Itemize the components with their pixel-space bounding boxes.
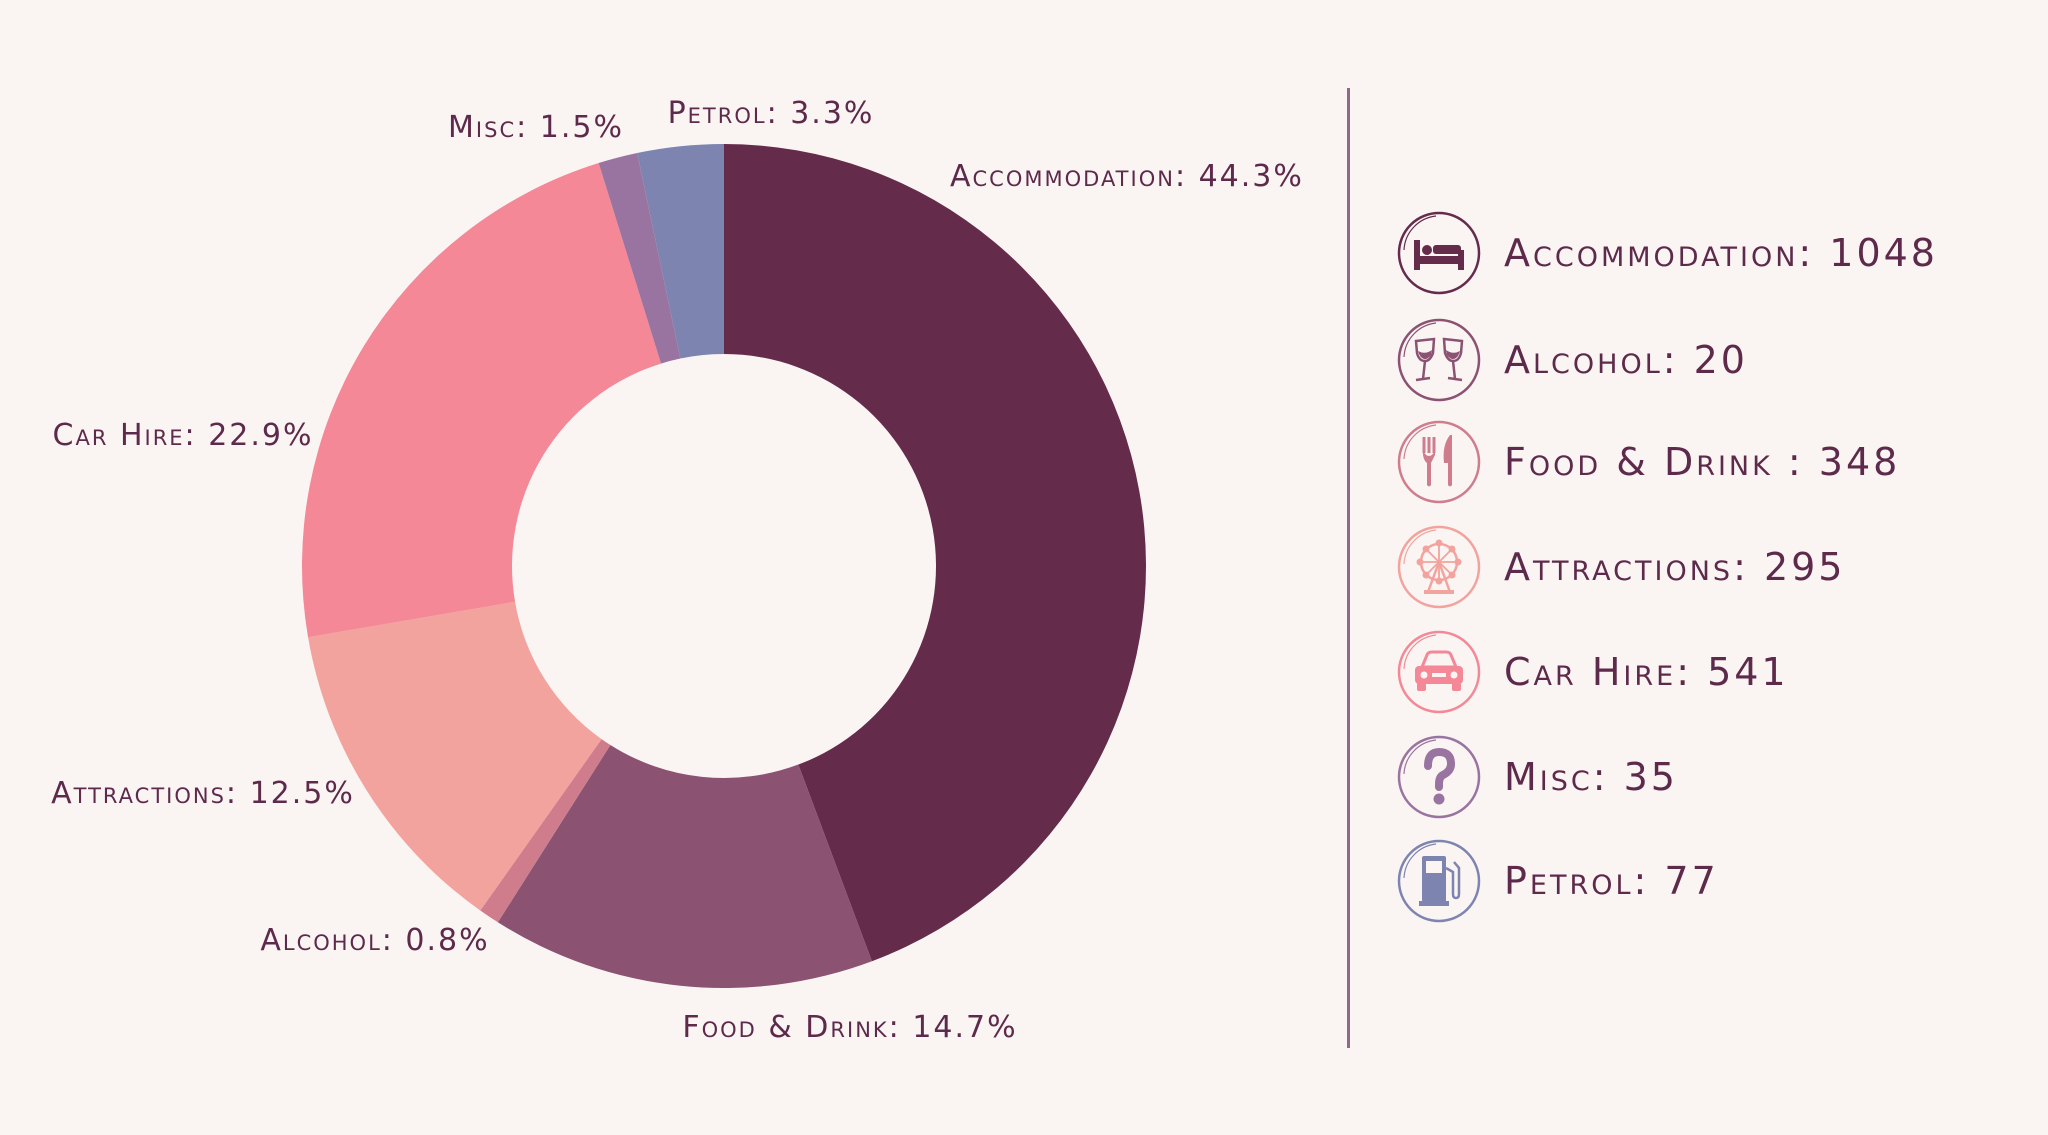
legend-label: Misc: 35 <box>1504 755 1678 799</box>
slice-food-drink <box>497 744 872 989</box>
legend-item-petrol: Petrol: 77 <box>1396 836 1996 926</box>
fork-knife-icon <box>1397 420 1481 504</box>
bed-icon <box>1397 211 1481 295</box>
legend-item-alcohol: Alcohol: 20 <box>1396 315 1996 405</box>
slice-label-petrol: Petrol: 3.3% <box>668 96 875 131</box>
legend-label: Attractions: 295 <box>1504 545 1846 589</box>
legend-item-car-hire: Car Hire: 541 <box>1396 627 1996 717</box>
ferris-wheel-icon <box>1397 525 1481 609</box>
fuel-pump-icon <box>1397 839 1481 923</box>
slice-label-accommodation: Accommodation: 44.3% <box>950 159 1304 194</box>
legend-label: Car Hire: 541 <box>1504 650 1789 694</box>
divider <box>1347 88 1350 1048</box>
slice-label-misc: Misc: 1.5% <box>448 110 624 145</box>
slice-misc <box>598 153 681 364</box>
slice-attractions <box>308 601 602 911</box>
legend-label: Food & Drink : 348 <box>1504 440 1901 484</box>
legend-item-misc: Misc: 35 <box>1396 732 1996 822</box>
legend-label: Alcohol: 20 <box>1504 338 1748 382</box>
slice-label-food-drink: Food & Drink: 14.7% <box>682 1010 1017 1045</box>
legend-item-food-drink: Food & Drink : 348 <box>1396 417 1996 507</box>
slice-alcohol <box>480 739 611 923</box>
legend-label: Petrol: 77 <box>1504 859 1719 903</box>
slice-car-hire <box>302 163 662 638</box>
legend-item-accommodation: Accommodation: 1048 <box>1396 208 1996 298</box>
legend-item-attractions: Attractions: 295 <box>1396 522 1996 612</box>
slice-label-alcohol: Alcohol: 0.8% <box>260 923 489 958</box>
question-mark-icon <box>1397 735 1481 819</box>
car-icon <box>1397 630 1481 714</box>
slice-petrol <box>637 144 724 359</box>
slice-label-car-hire: Car Hire: 22.9% <box>53 418 314 453</box>
legend-label: Accommodation: 1048 <box>1504 231 1938 275</box>
donut-chart: Accommodation: 44.3% Food & Drink: 14.7% A… <box>51 96 1304 1045</box>
slice-label-attractions: Attractions: 12.5% <box>51 776 355 811</box>
wine-glasses-icon <box>1397 318 1481 402</box>
slice-accommodation <box>724 144 1147 962</box>
